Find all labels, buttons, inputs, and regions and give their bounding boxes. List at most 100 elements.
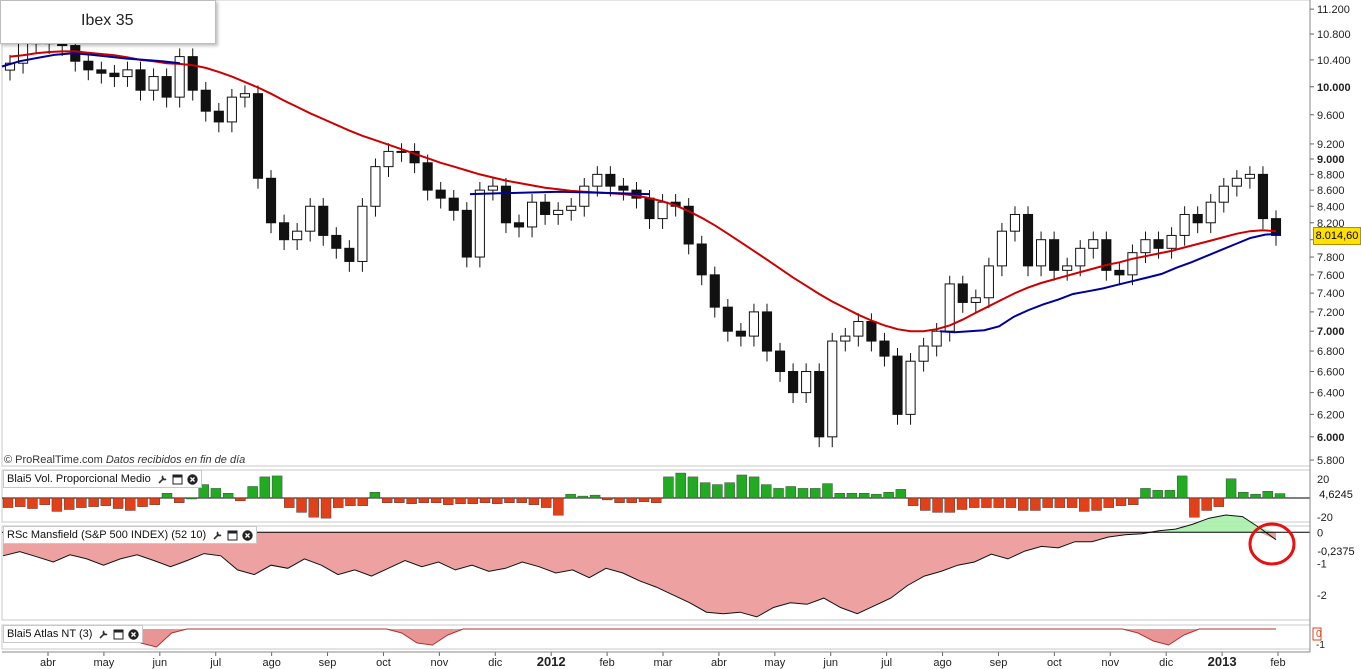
data-source-text: Datos recibidos en fin de día [105, 454, 246, 466]
candle [396, 150, 407, 153]
volume-bar [222, 493, 234, 499]
wrench-icon[interactable] [157, 474, 168, 485]
volume-bar [112, 497, 124, 509]
ma-short-line-start [1, 52, 181, 68]
candle [1205, 201, 1216, 224]
x-tick-label: dic [1159, 657, 1174, 669]
volume-bar [1017, 497, 1029, 511]
mansfield-negative-area [3, 532, 1276, 617]
candle [579, 185, 590, 207]
candle [513, 222, 525, 228]
volume-bar [418, 497, 430, 504]
volume-bar [675, 472, 686, 499]
candle [1218, 185, 1229, 203]
candle [1088, 239, 1099, 249]
volume-bar [174, 497, 185, 504]
atlas-line [3, 628, 1276, 648]
volume-bar [944, 497, 955, 513]
volume-bar [161, 493, 173, 499]
x-tick-label: jul [209, 657, 221, 669]
volume-bar [528, 497, 540, 505]
volume-bar [638, 497, 650, 503]
volume-tick-label: 20 [1317, 474, 1329, 486]
candle [722, 306, 733, 332]
candle [370, 166, 381, 207]
candle [1192, 213, 1203, 224]
candle [1101, 239, 1112, 271]
candle [1153, 239, 1164, 249]
y-tick-label: 6.200 [1317, 409, 1345, 421]
candle [814, 371, 825, 438]
y-tick-label: 5.800 [1317, 455, 1345, 467]
candle [892, 355, 903, 415]
candle [448, 197, 459, 211]
y-tick-label: 9.600 [1317, 110, 1345, 122]
mansfield-line [2, 514, 1277, 618]
volume-bar [589, 494, 601, 499]
x-tick-label: ago [933, 657, 951, 669]
y-tick-label: 6.000 [1317, 432, 1345, 444]
window-icon[interactable] [227, 530, 238, 541]
copyright-text: © ProRealTime.com [4, 454, 103, 466]
candle [996, 230, 1007, 267]
x-tick-label: feb [1270, 657, 1285, 669]
volume-bar [345, 497, 356, 506]
volume-bar [406, 497, 417, 504]
x-tick-label: dic [488, 657, 503, 669]
volume-bar [1066, 497, 1078, 508]
volume-bar [920, 497, 931, 511]
volume-bar [333, 497, 344, 508]
candle [553, 209, 564, 215]
candle [683, 205, 694, 245]
candle [1270, 218, 1282, 236]
volume-bar [602, 497, 613, 501]
atlas-panel-title: Blai5 Atlas NT (3) [7, 628, 93, 640]
close-icon[interactable] [128, 628, 140, 640]
close-icon[interactable] [242, 529, 253, 541]
y-tick-label: 8.800 [1317, 169, 1345, 181]
x-tick-label: may [764, 657, 785, 669]
close-icon[interactable] [187, 473, 198, 485]
volume-bar [699, 482, 711, 499]
window-icon[interactable] [172, 474, 183, 485]
atlas-panel[interactable] [3, 628, 1276, 648]
volume-bar [1115, 497, 1127, 506]
volume-bar [235, 497, 246, 502]
window-icon[interactable] [113, 629, 124, 640]
volume-bar [1250, 493, 1261, 499]
volume-bar [687, 476, 699, 499]
candle [1062, 265, 1073, 271]
volume-bar [1030, 497, 1041, 511]
volume-bar [748, 476, 760, 499]
y-tick-label: 10.000 [1317, 82, 1351, 94]
volume-bar [492, 497, 503, 504]
volume-bar [846, 493, 858, 499]
volume-bar [956, 497, 968, 510]
wrench-icon[interactable] [98, 629, 109, 640]
candle [735, 330, 746, 337]
candle [109, 72, 120, 78]
volume-panel[interactable] [2, 472, 1310, 519]
y-tick-label: 7.600 [1317, 270, 1345, 282]
candle [657, 201, 668, 220]
volume-bar [651, 497, 662, 504]
volume-bar [100, 497, 112, 506]
candle [983, 265, 994, 299]
volume-bar [149, 497, 160, 505]
volume-bar [626, 497, 637, 504]
volume-bar [284, 497, 295, 508]
volume-bar [296, 497, 307, 513]
volume-bar [1042, 497, 1053, 508]
candle [748, 311, 760, 337]
wrench-icon[interactable] [212, 530, 223, 541]
x-tick-label: 2012 [537, 654, 566, 669]
volume-bar [516, 497, 527, 504]
candle [252, 93, 264, 179]
x-tick-label: oct [376, 657, 391, 669]
volume-bar [125, 497, 136, 511]
volume-bar [51, 497, 63, 512]
volume-bar [1079, 497, 1090, 512]
volume-bar [822, 483, 833, 499]
price-panel[interactable] [1, 32, 1282, 448]
